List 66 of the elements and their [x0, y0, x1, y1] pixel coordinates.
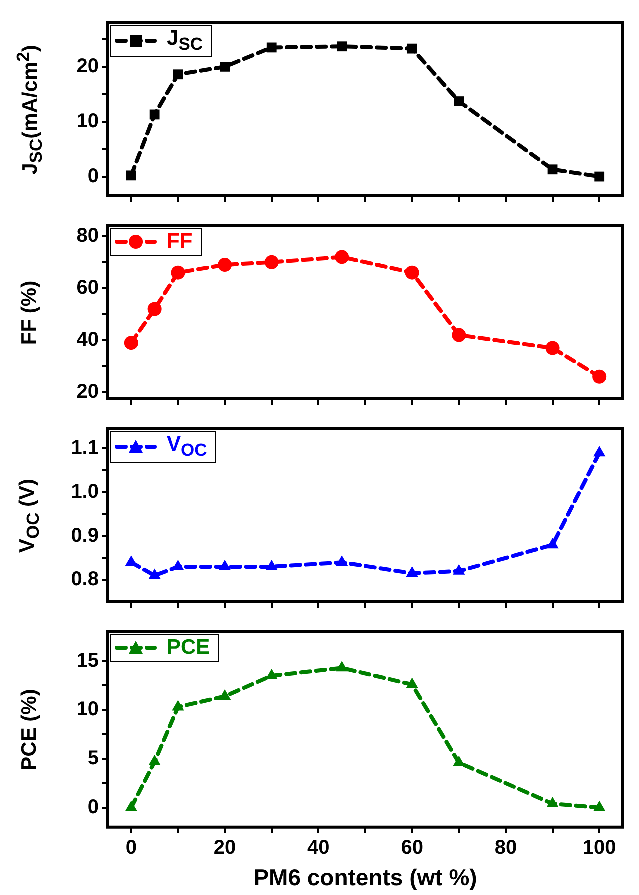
point: [406, 566, 418, 578]
point: [266, 42, 277, 53]
point: [406, 678, 418, 688]
y-tick-label: 0.9: [71, 524, 99, 547]
x-axis-title: PM6 contents (wt %): [254, 864, 478, 891]
point: [218, 258, 232, 272]
point: [594, 446, 606, 457]
y-tick-label: 15: [76, 650, 99, 672]
point: [266, 668, 278, 680]
x-tick-label: 20: [214, 836, 236, 859]
y-tick-label: 0.8: [71, 568, 99, 591]
point: [337, 42, 348, 52]
point: [264, 255, 279, 270]
x-tick-label: 0: [126, 836, 137, 859]
point: [407, 44, 418, 54]
x-tick-label: 80: [494, 836, 518, 859]
y-tick-label: 1.0: [71, 481, 99, 504]
point: [548, 164, 558, 175]
point: [218, 689, 232, 700]
point: [148, 754, 161, 766]
point: [335, 250, 350, 264]
point: [220, 62, 230, 72]
y-tick-label: 20: [76, 381, 99, 404]
point: [336, 556, 348, 566]
y-tick-label: 20: [76, 55, 99, 78]
x-tick-label: 60: [401, 836, 424, 859]
y-tick-label: 0: [88, 165, 99, 188]
point: [148, 302, 162, 316]
point: [452, 328, 466, 342]
point: [453, 564, 466, 575]
point: [124, 336, 138, 350]
x-tick-label: 100: [582, 836, 616, 859]
legend-label: V$_{OC}$: [167, 433, 208, 462]
legend-label: J$_{SC}$: [167, 27, 203, 56]
point: [454, 96, 464, 106]
y-tick-label: 60: [76, 276, 99, 299]
point: [172, 700, 184, 711]
y-tick-label: 80: [76, 224, 99, 247]
y-tick-label: 10: [76, 698, 99, 721]
point: [405, 266, 420, 280]
legend-label: PCE: [167, 636, 210, 660]
y-tick-label: 5: [88, 748, 99, 770]
point: [218, 560, 232, 570]
point: [173, 70, 184, 80]
y-axis-title: PCE (%): [18, 688, 42, 771]
y-tick-label: 0: [88, 796, 99, 818]
point: [336, 661, 348, 672]
y-tick-label: 1.1: [71, 437, 99, 460]
point: [171, 266, 186, 280]
point: [594, 800, 606, 812]
point: [126, 170, 136, 181]
y-tick-label: 40: [76, 328, 99, 351]
point: [546, 796, 559, 808]
point: [148, 568, 161, 580]
y-axis-title: FF (%): [18, 280, 42, 345]
point: [266, 560, 278, 570]
x-tick-label: 40: [308, 836, 330, 859]
point: [592, 370, 607, 384]
point: [594, 172, 605, 182]
y-tick-label: 10: [76, 110, 99, 132]
point: [125, 556, 138, 566]
point: [546, 341, 560, 356]
point: [125, 800, 138, 812]
point: [546, 538, 559, 549]
legend-label: FF: [167, 230, 193, 254]
point: [150, 110, 160, 120]
